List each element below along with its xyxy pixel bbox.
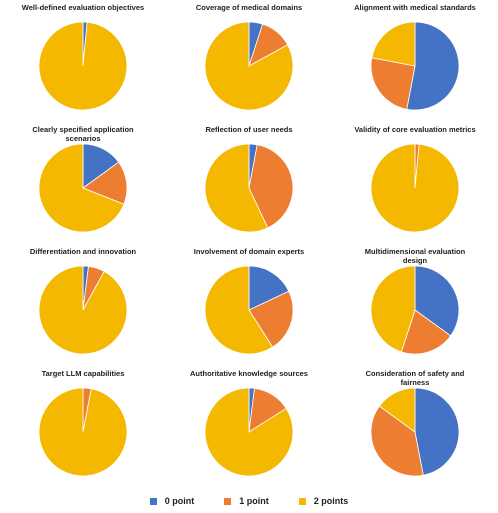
pie-slice-2-points [38, 265, 128, 355]
chart-title: Validity of core evaluation metrics [354, 125, 476, 134]
legend-label-0-point: 0 point [164, 496, 195, 506]
chart-title: Multidimensional evaluation design [364, 247, 466, 265]
pie-chart-6: Validity of core evaluation metrics [332, 122, 498, 244]
pie-svg [204, 21, 294, 111]
pie-svg [38, 265, 128, 355]
chart-title: Reflection of user needs [205, 125, 293, 134]
pie-svg [204, 265, 294, 355]
pie-slice-2-points [370, 143, 460, 233]
legend-label-2-points: 2 points [313, 496, 349, 506]
pie-svg [38, 143, 128, 233]
pie-slice-2-points [371, 21, 416, 67]
pie-chart-10: Target LLM capabilities [0, 366, 166, 488]
pie-svg [370, 387, 460, 477]
pie-chart-4: Clearly specified application scenarios [0, 122, 166, 244]
pie-slice-2-points [204, 387, 294, 477]
pie-slice-1-point [370, 57, 416, 110]
pie-svg [38, 21, 128, 111]
pie-slice-2-points [38, 387, 128, 477]
chart-title: Alignment with medical standards [354, 3, 476, 12]
chart-title: Well-defined evaluation objectives [21, 3, 145, 12]
pie-slice-2-points [38, 21, 128, 111]
legend-swatch-0-point [149, 497, 157, 505]
legend-swatch-1-point [224, 497, 232, 505]
legend-item-0-point: 0 point [149, 496, 195, 506]
legend-label-1-point: 1 point [239, 496, 269, 506]
legend-item-2-points: 2 points [298, 496, 349, 506]
pie-slice-1-point [82, 161, 128, 205]
pie-slice-1-point [370, 405, 424, 477]
pie-chart-9: Multidimensional evaluation design [332, 244, 498, 366]
pie-slice-2-points [378, 387, 416, 433]
pie-chart-2: Coverage of medical domains [166, 0, 332, 122]
pie-slice-0-point [414, 265, 460, 337]
pie-chart-11: Authoritative knowledge sources [166, 366, 332, 488]
chart-title: Differentiation and innovation [29, 247, 137, 256]
legend-item-1-point: 1 point [224, 496, 269, 506]
pie-chart-7: Differentiation and innovation [0, 244, 166, 366]
pie-chart-3: Alignment with medical standards [332, 0, 498, 122]
chart-title: Coverage of medical domains [195, 3, 303, 12]
pie-slice-0-point [414, 387, 460, 476]
pie-slice-2-points [38, 143, 125, 233]
pie-slice-1-point [248, 144, 294, 229]
chart-title: Authoritative knowledge sources [190, 369, 308, 378]
pie-slice-2-points [204, 265, 274, 355]
legend-swatch-2-points [298, 497, 306, 505]
legend: 0 point 1 point 2 points [0, 492, 498, 510]
pie-svg [204, 143, 294, 233]
chart-title: Target LLM capabilities [41, 369, 125, 378]
pie-slice-2-points [204, 143, 269, 233]
chart-title: Consideration of safety and fairness [365, 369, 465, 387]
pie-slice-0-point [248, 265, 290, 311]
pie-svg [204, 387, 294, 477]
chart-title: Involvement of domain experts [193, 247, 305, 256]
pie-svg [370, 143, 460, 233]
pie-slice-0-point [406, 21, 460, 111]
pie-chart-5: Reflection of user needs [166, 122, 332, 244]
pie-svg [38, 387, 128, 477]
pie-chart-12: Consideration of safety and fairness [332, 366, 498, 488]
chart-title: Clearly specified application scenarios [32, 125, 134, 143]
pie-slice-1-point [248, 290, 294, 348]
pie-chart-grid: Well-defined evaluation objectives Covera… [0, 0, 498, 488]
pie-chart-1: Well-defined evaluation objectives [0, 0, 166, 122]
pie-slice-2-points [204, 21, 294, 111]
pie-slice-1-point [400, 309, 452, 355]
pie-slice-2-points [370, 265, 416, 353]
pie-svg [370, 265, 460, 355]
pie-svg [370, 21, 460, 111]
pie-chart-8: Involvement of domain experts [166, 244, 332, 366]
